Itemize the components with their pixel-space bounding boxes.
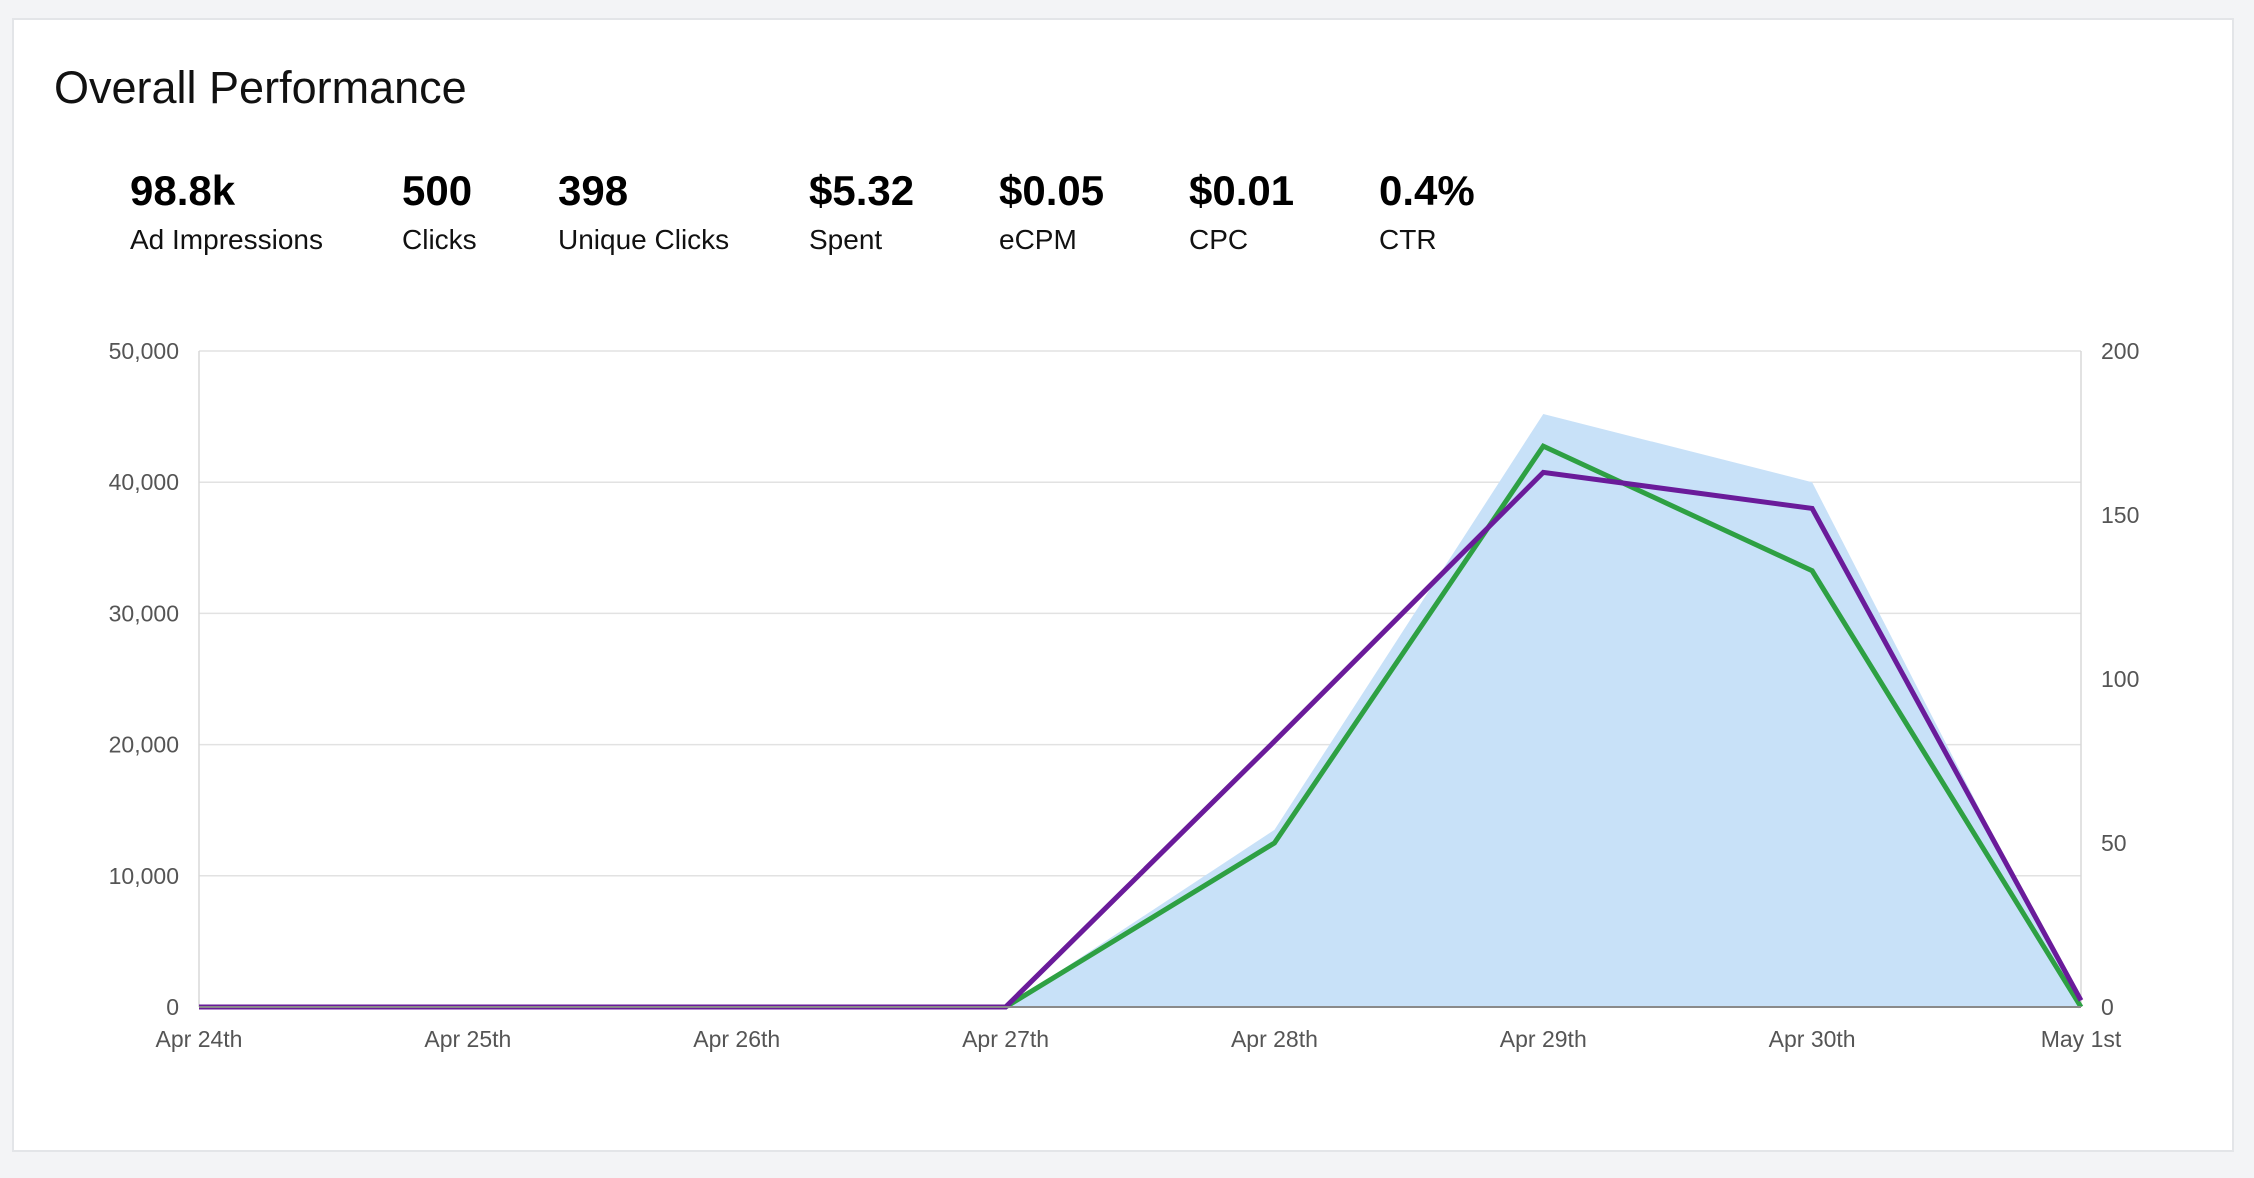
metric-label: Clicks xyxy=(402,224,477,255)
y-right-tick-label: 200 xyxy=(2101,338,2139,364)
page-title: Overall Performance xyxy=(54,62,467,113)
metric-value: 500 xyxy=(402,167,473,214)
metrics-row: 98.8k Ad Impressions 500 Clicks 398 Uniq… xyxy=(14,20,2232,320)
metric-value: 98.8k xyxy=(130,167,236,214)
metric-label: eCPM xyxy=(999,224,1077,255)
performance-card: Overall Performance 98.8k Ad Impressions… xyxy=(12,18,2234,1152)
y-right-tick-label: 150 xyxy=(2101,502,2139,528)
metric-label: Unique Clicks xyxy=(558,224,730,255)
x-tick-label: Apr 24th xyxy=(156,1026,243,1052)
y-left-tick-label: 0 xyxy=(166,994,179,1020)
metric-value: $0.05 xyxy=(999,167,1105,214)
metric-label: CTR xyxy=(1379,224,1437,255)
series-area-ad-impressions xyxy=(199,413,2081,1007)
x-tick-label: Apr 26th xyxy=(693,1026,780,1052)
metric-label: Spent xyxy=(809,224,883,255)
metric-value: $0.01 xyxy=(1189,167,1295,214)
performance-chart: 0 10,000 20,000 30,000 40,000 50,000 0 50 100 150… xyxy=(109,338,2140,1052)
metric-unique-clicks[interactable]: 398 Unique Clicks xyxy=(558,170,729,256)
metric-value: $5.32 xyxy=(809,167,915,214)
y-left-tick-label: 50,000 xyxy=(109,338,179,364)
metric-spent[interactable]: $5.32 Spent xyxy=(809,170,914,256)
y-right-tick-label: 50 xyxy=(2101,830,2127,856)
x-tick-label: Apr 29th xyxy=(1500,1026,1587,1052)
metric-cpc[interactable]: $0.01 CPC xyxy=(1189,170,1294,256)
metric-value: 0.4% xyxy=(1379,167,1475,214)
metric-label: Ad Impressions xyxy=(130,224,323,255)
x-tick-label: May 1st xyxy=(2041,1026,2122,1052)
x-tick-label: Apr 30th xyxy=(1769,1026,1856,1052)
metric-label: CPC xyxy=(1189,224,1249,255)
y-left-tick-label: 10,000 xyxy=(109,863,179,889)
y-left-tick-label: 20,000 xyxy=(109,732,179,758)
y-right-tick-label: 0 xyxy=(2101,994,2114,1020)
y-left-tick-label: 40,000 xyxy=(109,469,179,495)
x-tick-label: Apr 25th xyxy=(424,1026,511,1052)
x-tick-label: Apr 28th xyxy=(1231,1026,1318,1052)
metric-ad-impressions[interactable]: 98.8k Ad Impressions xyxy=(130,170,323,256)
metric-clicks[interactable]: 500 Clicks xyxy=(402,170,477,256)
y-right-tick-label: 100 xyxy=(2101,666,2139,692)
metric-ecpm[interactable]: $0.05 eCPM xyxy=(999,170,1104,256)
metric-ctr[interactable]: 0.4% CTR xyxy=(1379,170,1475,256)
x-tick-label: Apr 27th xyxy=(962,1026,1049,1052)
y-left-tick-label: 30,000 xyxy=(109,600,179,626)
metric-value: 398 xyxy=(558,167,629,214)
